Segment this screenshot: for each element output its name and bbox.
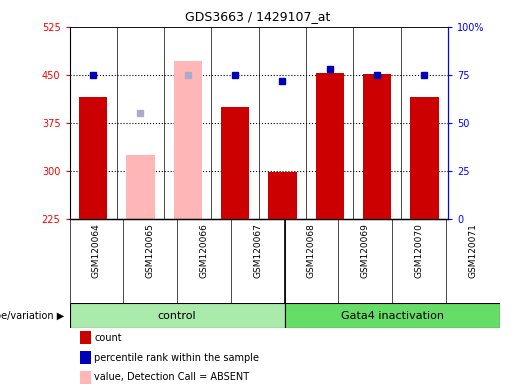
Bar: [79, 97, 108, 219]
Text: GSM120066: GSM120066: [199, 223, 209, 278]
Text: genotype/variation ▶: genotype/variation ▶: [0, 311, 64, 321]
Text: value, Detection Call = ABSENT: value, Detection Call = ABSENT: [94, 372, 249, 382]
Text: GSM120071: GSM120071: [468, 223, 477, 278]
Bar: [410, 97, 439, 219]
Text: GSM120070: GSM120070: [415, 223, 423, 278]
Bar: [316, 73, 344, 219]
Bar: [363, 74, 391, 219]
Bar: [174, 61, 202, 219]
Text: GSM120064: GSM120064: [92, 223, 101, 278]
Bar: [70, 303, 284, 328]
Text: GSM120068: GSM120068: [307, 223, 316, 278]
Text: GSM120067: GSM120067: [253, 223, 262, 278]
Text: count: count: [94, 333, 122, 343]
Bar: [284, 303, 500, 328]
Text: control: control: [158, 311, 196, 321]
Text: GSM120065: GSM120065: [146, 223, 154, 278]
Bar: [126, 155, 154, 219]
Bar: [221, 107, 249, 219]
Text: GSM120069: GSM120069: [360, 223, 370, 278]
Bar: [268, 172, 297, 219]
Text: percentile rank within the sample: percentile rank within the sample: [94, 353, 259, 362]
Text: GDS3663 / 1429107_at: GDS3663 / 1429107_at: [185, 10, 330, 23]
Text: Gata4 inactivation: Gata4 inactivation: [340, 311, 443, 321]
